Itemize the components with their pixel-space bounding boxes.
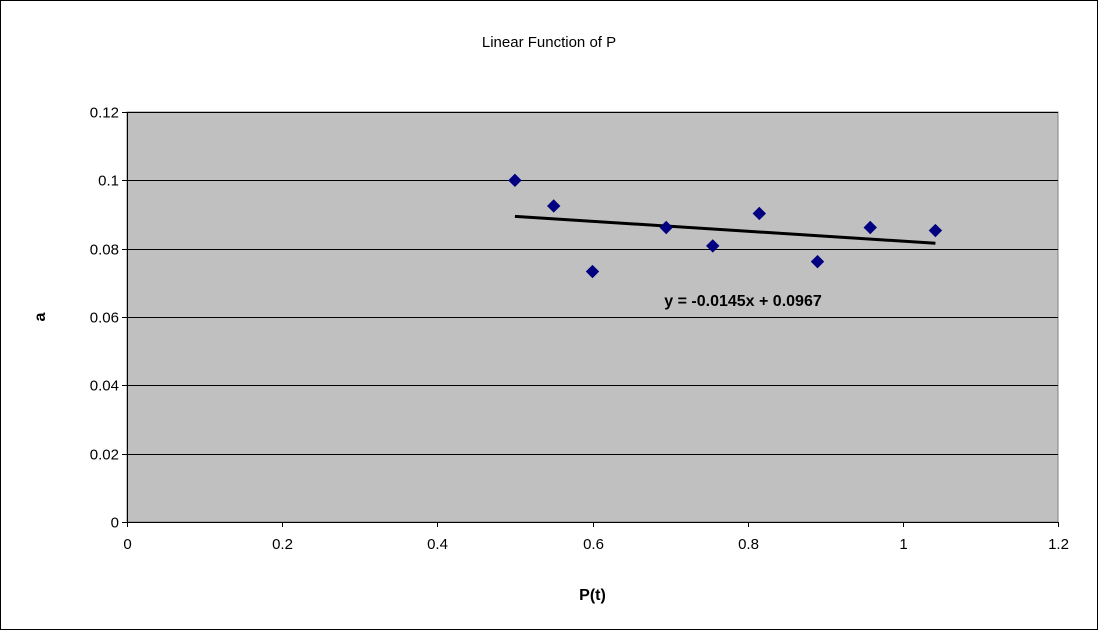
- data-point: [810, 254, 825, 269]
- y-tick-label: 0.06: [90, 310, 119, 327]
- data-point: [863, 220, 877, 235]
- y-tick-label: 0: [111, 515, 119, 532]
- trendline-equation: y = -0.0145x + 0.0967: [664, 293, 822, 310]
- grid-lines: [127, 112, 1058, 455]
- data-point: [928, 223, 943, 238]
- data-point: [547, 199, 561, 213]
- data-point: [706, 239, 720, 253]
- data-point: [752, 206, 767, 221]
- x-tick-label: 1.2: [1048, 536, 1069, 553]
- x-tick-label: 0.8: [738, 536, 759, 553]
- chart-title: Linear Function of P: [482, 34, 616, 51]
- y-tick-label: 0.02: [90, 447, 119, 464]
- y-tick-label: 0.04: [90, 378, 119, 395]
- x-tick-label: 1: [899, 536, 907, 553]
- data-points: [508, 173, 943, 279]
- y-tick-label: 0.12: [90, 105, 119, 122]
- y-tick-label: 0.08: [90, 242, 119, 259]
- x-tick-label: 0.4: [427, 536, 448, 553]
- x-tick-label: 0: [123, 536, 131, 553]
- trendline: [514, 214, 936, 245]
- data-point: [585, 264, 600, 279]
- y-axis-title: a: [32, 312, 49, 321]
- x-tick-label: 0.6: [583, 536, 604, 553]
- data-point: [659, 220, 673, 235]
- x-axis-title: P(t): [579, 587, 606, 604]
- x-tick-label: 0.2: [272, 536, 293, 553]
- trendline-group: [514, 214, 936, 245]
- data-point: [508, 173, 522, 188]
- axes: 0 0.02 0.04 0.06 0.08 0.1 0.12 0 0.2 0.4 0.6 0.8 1 1.…: [90, 105, 1069, 554]
- y-tick-label: 0.1: [98, 173, 119, 190]
